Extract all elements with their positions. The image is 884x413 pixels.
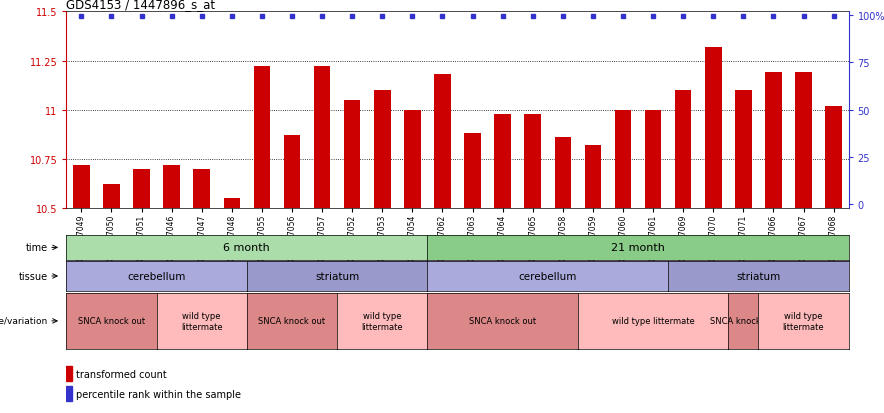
Bar — [404, 110, 421, 209]
Bar — [674, 91, 691, 209]
Bar — [735, 91, 751, 209]
Bar — [584, 146, 601, 209]
Bar — [614, 110, 631, 209]
Text: transformed count: transformed count — [76, 369, 167, 379]
Text: 6 month: 6 month — [224, 243, 271, 253]
Bar — [284, 136, 301, 209]
Bar — [194, 169, 210, 209]
Text: striatum: striatum — [315, 271, 359, 281]
Bar — [494, 114, 511, 209]
Text: SNCA knock out: SNCA knock out — [258, 317, 325, 325]
Text: 21 month: 21 month — [611, 243, 665, 253]
Bar — [705, 47, 721, 209]
Bar — [224, 199, 240, 209]
Bar — [766, 73, 781, 209]
Bar — [133, 169, 149, 209]
Text: percentile rank within the sample: percentile rank within the sample — [76, 389, 241, 399]
Text: SNCA knock out: SNCA knock out — [469, 317, 537, 325]
Bar — [554, 138, 571, 209]
Bar — [103, 185, 119, 209]
Bar — [164, 165, 179, 209]
Text: genotype/variation: genotype/variation — [0, 317, 48, 325]
Bar — [464, 134, 481, 209]
Bar — [314, 67, 331, 209]
Text: cerebellum: cerebellum — [127, 271, 186, 281]
Text: time: time — [26, 243, 48, 253]
Text: wild type
littermate: wild type littermate — [181, 311, 223, 331]
Text: SNCA knock out: SNCA knock out — [78, 317, 145, 325]
Text: SNCA knock out: SNCA knock out — [710, 317, 777, 325]
Bar — [66, 386, 72, 401]
Text: wild type
littermate: wild type littermate — [362, 311, 403, 331]
Bar — [644, 110, 661, 209]
Text: tissue: tissue — [19, 271, 48, 281]
Bar — [73, 165, 89, 209]
Text: GDS4153 / 1447896_s_at: GDS4153 / 1447896_s_at — [66, 0, 216, 11]
Text: wild type littermate: wild type littermate — [612, 317, 695, 325]
Text: striatum: striatum — [736, 271, 781, 281]
Bar — [344, 101, 361, 209]
Text: cerebellum: cerebellum — [519, 271, 577, 281]
Text: wild type
littermate: wild type littermate — [782, 311, 824, 331]
Bar — [796, 73, 812, 209]
Bar — [66, 366, 72, 381]
Bar — [434, 75, 451, 209]
Bar — [254, 67, 271, 209]
Bar — [826, 107, 842, 209]
Bar — [374, 91, 391, 209]
Bar — [524, 114, 541, 209]
